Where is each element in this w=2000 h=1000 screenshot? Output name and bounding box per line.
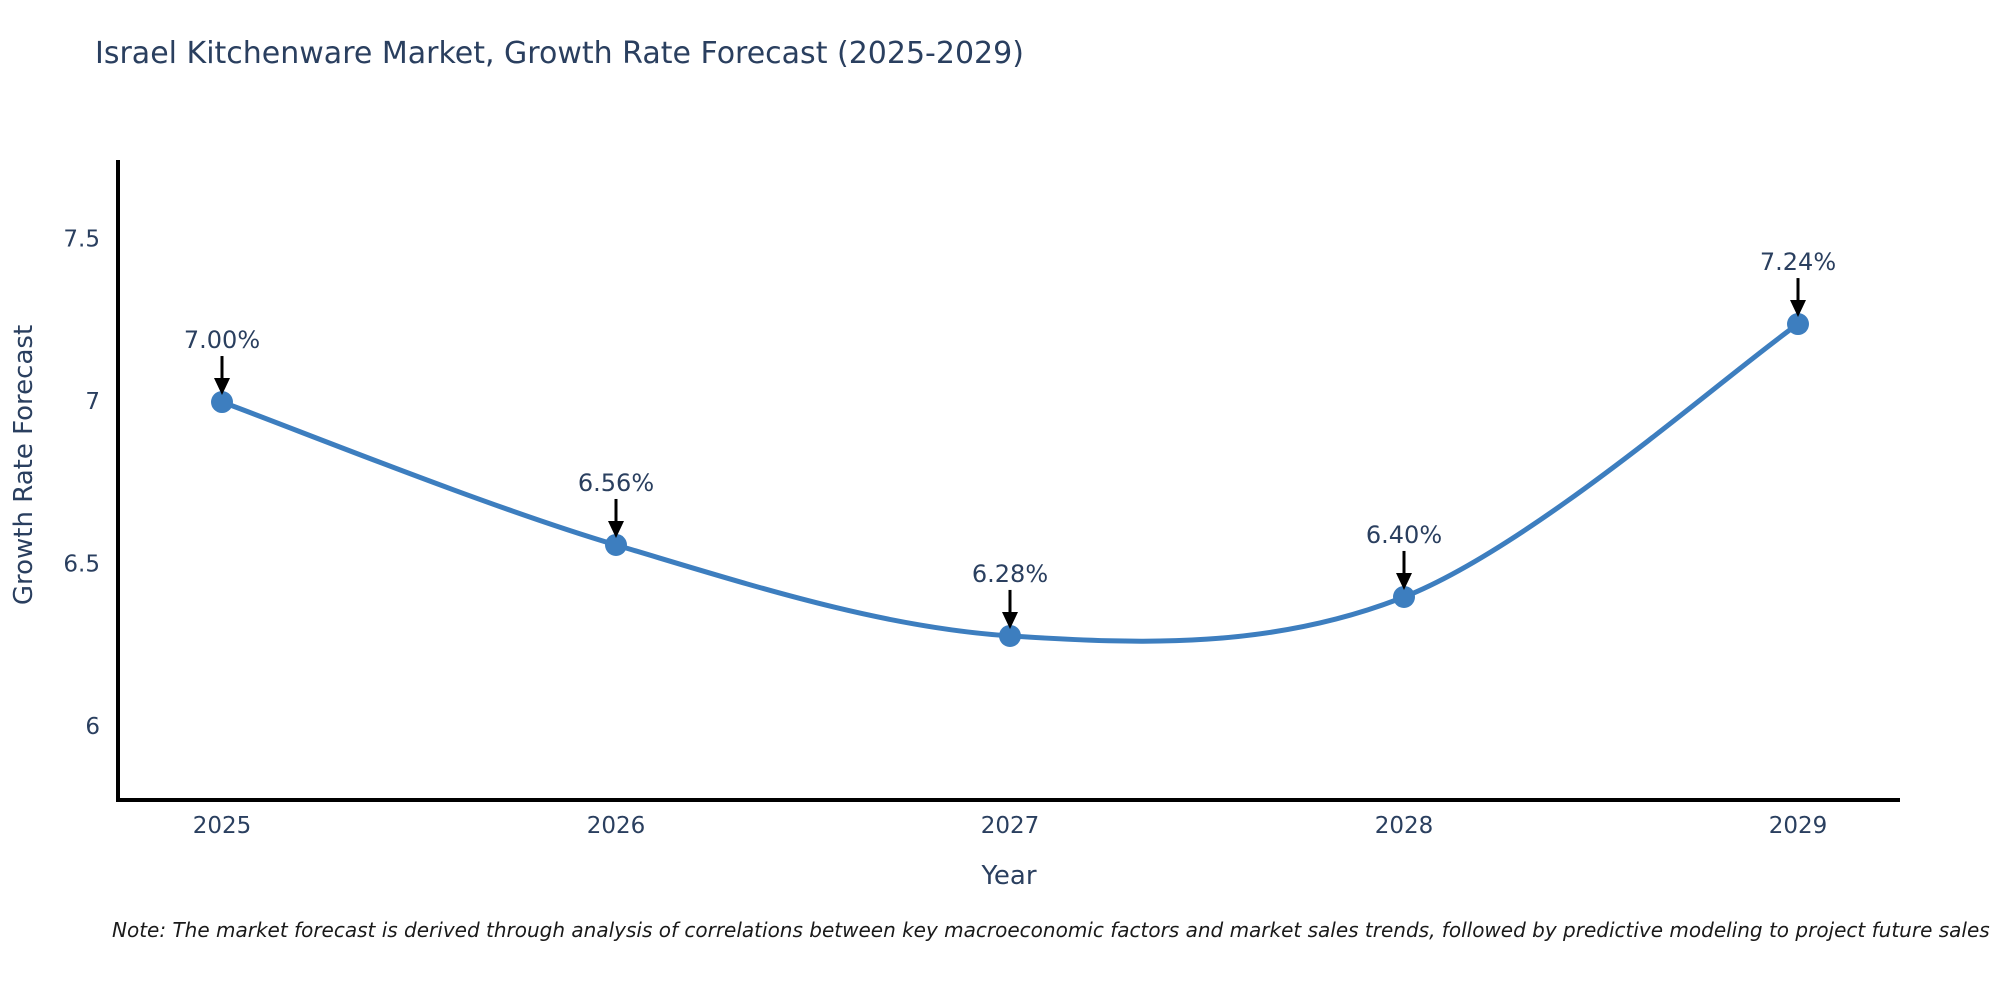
y-tick-label: 6.5	[63, 551, 100, 577]
annotation-arrowhead	[214, 378, 230, 396]
y-axis-title: Growth Rate Forecast	[9, 325, 39, 605]
annotation-arrowhead	[1002, 611, 1018, 629]
chart-title: Israel Kitchenware Market, Growth Rate F…	[95, 36, 1024, 71]
data-point-marker	[1393, 585, 1415, 608]
y-tick-label: 7	[85, 389, 100, 415]
data-point-marker	[1787, 313, 1809, 336]
data-point-label: 6.56%	[578, 469, 654, 497]
y-tick-label: 7.5	[63, 227, 100, 253]
data-point-marker	[999, 624, 1021, 647]
annotation-arrowhead	[608, 520, 624, 538]
data-point-label: 6.40%	[1366, 521, 1442, 549]
data-point-marker	[211, 391, 233, 414]
x-tick-label: 2028	[1375, 813, 1434, 839]
x-axis-title: Year	[980, 861, 1036, 891]
y-tick-label: 6	[85, 714, 100, 740]
data-point-label: 7.00%	[184, 326, 260, 354]
data-point-label: 7.24%	[1760, 248, 1836, 276]
footnote: Note: The market forecast is derived thr…	[112, 918, 1990, 942]
x-tick-label: 2025	[193, 813, 252, 839]
annotation-arrowhead	[1790, 300, 1806, 318]
annotation-arrowhead	[1396, 572, 1412, 590]
x-tick-label: 2029	[1769, 813, 1828, 839]
x-tick-label: 2026	[587, 813, 646, 839]
x-tick-label: 2027	[981, 813, 1040, 839]
data-point-label: 6.28%	[972, 560, 1048, 588]
data-point-marker	[605, 533, 627, 556]
